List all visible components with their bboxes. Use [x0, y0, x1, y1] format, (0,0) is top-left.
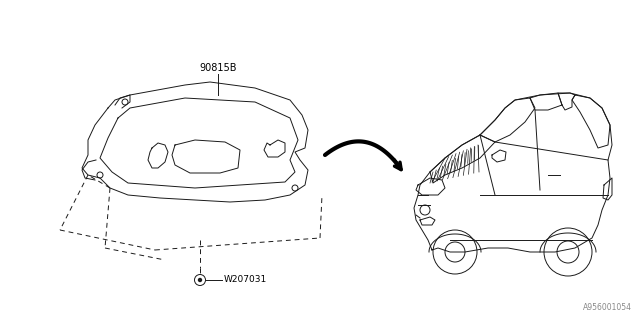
- Circle shape: [198, 278, 202, 282]
- Text: W207031: W207031: [224, 276, 268, 284]
- Text: 90815B: 90815B: [199, 63, 237, 73]
- Text: A956001054: A956001054: [583, 303, 632, 312]
